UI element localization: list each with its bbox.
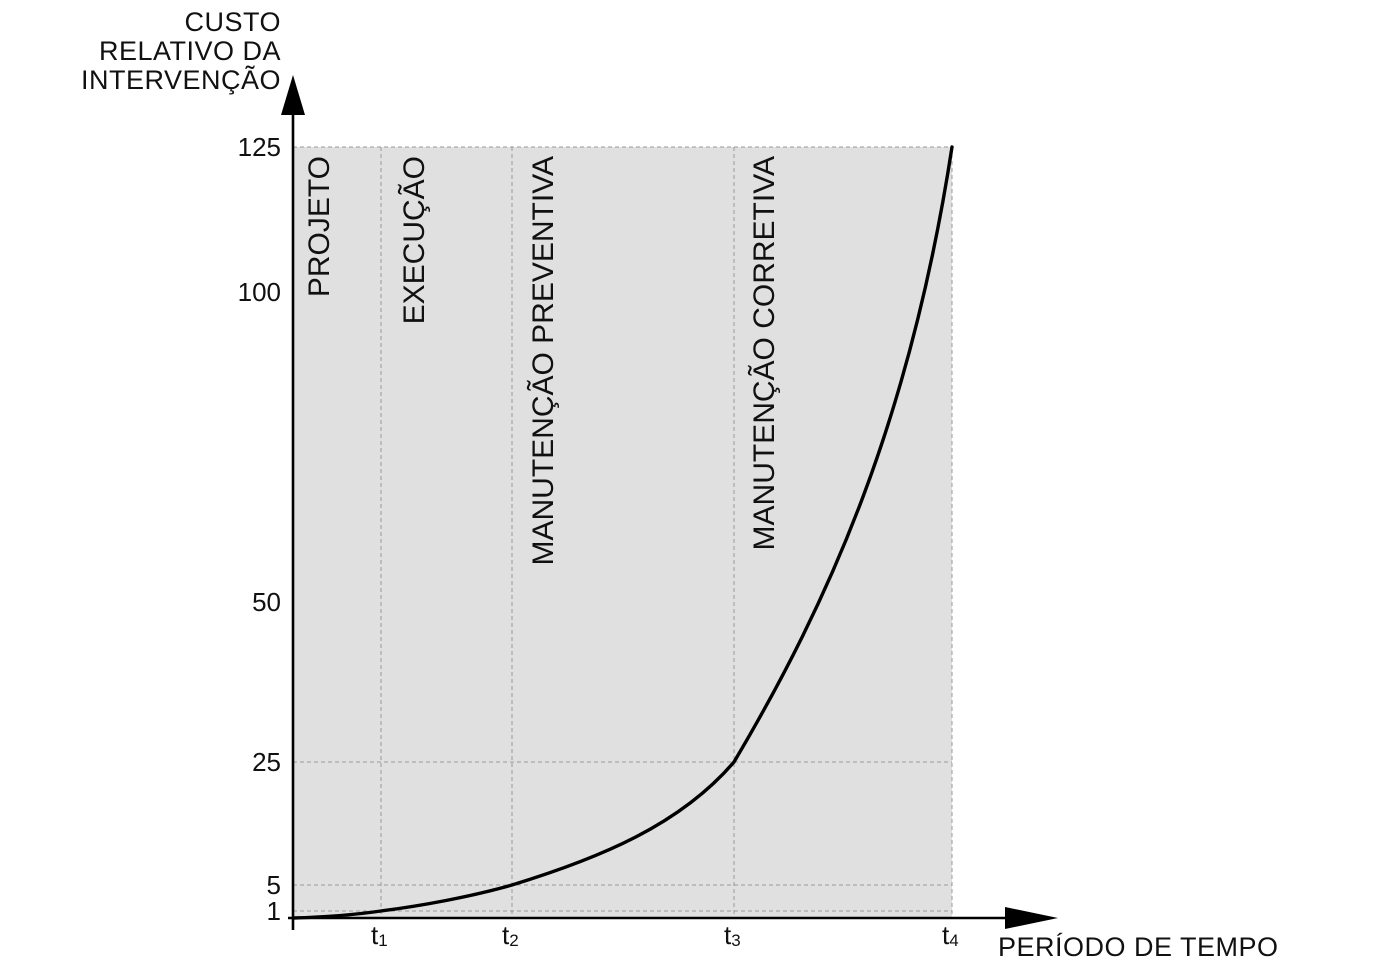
- y-tick-50: 50: [252, 587, 281, 617]
- y-tick-125: 125: [238, 132, 281, 162]
- plot-shading: [293, 147, 952, 918]
- x-axis-label: PERÍODO DE TEMPO: [998, 932, 1279, 960]
- x-tick-t2: t2: [502, 920, 519, 950]
- y-axis-label: CUSTO RELATIVO DA INTERVENÇÃO: [81, 7, 281, 95]
- phase-label-4: MANUTENÇÃO CORRETIVA: [747, 156, 781, 550]
- gridlines: [293, 146, 953, 918]
- x-axis-arrow: [1005, 907, 1058, 929]
- x-tick-t4: t4: [942, 920, 959, 950]
- y-axis-label-line-1: CUSTO: [184, 7, 281, 37]
- phase-label-1: PROJETO: [303, 156, 336, 297]
- phase-labels: PROJETO EXECUÇÃO MANUTENÇÃO PREVENTIVA MANU…: [303, 156, 781, 566]
- y-tick-1: 1: [267, 896, 281, 926]
- y-axis-label-line-2: RELATIVO DA: [99, 36, 281, 66]
- y-tick-5: 5: [267, 870, 281, 900]
- y-tick-100: 100: [238, 277, 281, 307]
- x-tick-t1: t1: [371, 920, 388, 950]
- cost-curve: [291, 145, 954, 920]
- phase-label-2: EXECUÇÃO: [397, 156, 431, 324]
- y-tick-25: 25: [252, 747, 281, 777]
- phase-label-3: MANUTENÇÃO PREVENTIVA: [526, 156, 560, 566]
- x-tick-labels: t1 t2 t3 t4: [371, 920, 959, 950]
- y-axis-label-line-3: INTERVENÇÃO: [81, 64, 281, 95]
- y-axis-arrow: [281, 75, 305, 115]
- y-tick-labels: 15 25 50 100 125: [238, 132, 281, 926]
- x-tick-t3: t3: [724, 920, 741, 950]
